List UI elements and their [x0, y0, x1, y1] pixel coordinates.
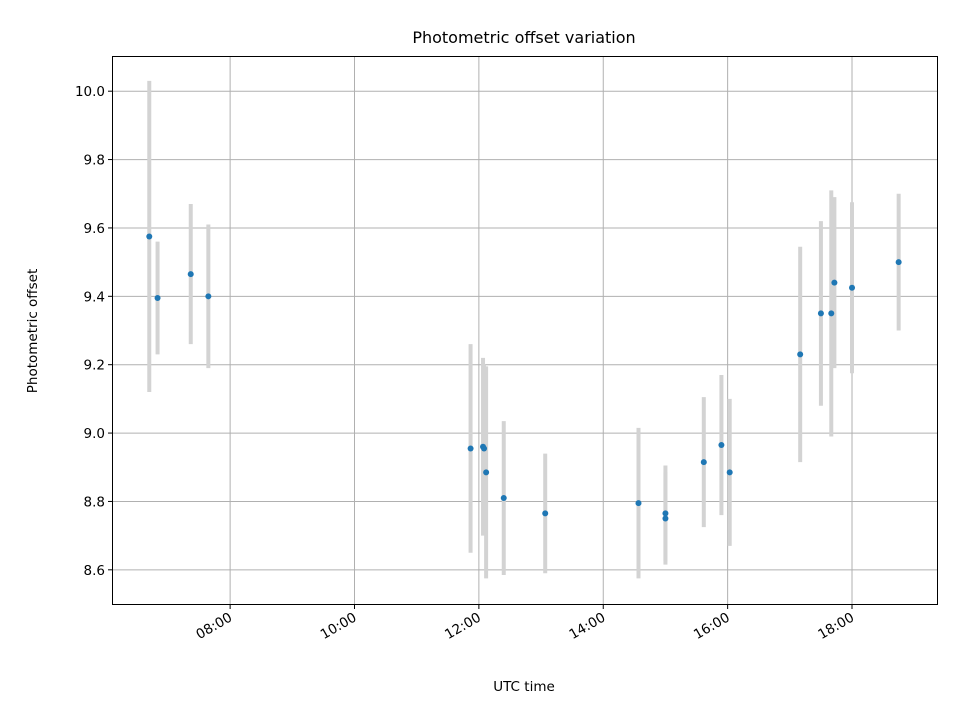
y-tick-label: 9.4 — [84, 289, 105, 305]
y-axis-ticks: 8.6 8.8 9.0 9.2 9.4 9.6 9.8 10.0 — [75, 84, 113, 579]
data-point — [849, 284, 856, 291]
y-axis-label: Photometric offset — [25, 269, 41, 393]
y-tick-label: 9.0 — [84, 426, 105, 442]
y-tick-label: 8.6 — [84, 563, 105, 579]
data-point — [828, 310, 835, 317]
data-point — [542, 510, 549, 517]
plot-frame — [112, 56, 938, 605]
y-tick-label: 9.6 — [84, 221, 105, 237]
x-axis-label: UTC time — [493, 679, 555, 695]
data-points — [146, 233, 902, 522]
data-point — [205, 293, 212, 300]
y-tick-label: 9.8 — [84, 153, 105, 169]
data-point — [895, 259, 902, 266]
data-point — [146, 233, 153, 240]
data-point — [662, 510, 669, 517]
data-point — [467, 445, 474, 452]
data-point — [662, 515, 669, 522]
data-point — [500, 495, 507, 502]
y-tick-label: 10.0 — [75, 84, 105, 100]
data-point — [483, 469, 490, 476]
data-point — [187, 271, 194, 278]
data-point — [718, 442, 725, 449]
chart-title: Photometric offset variation — [412, 28, 635, 47]
data-point — [481, 445, 488, 452]
data-point — [797, 351, 804, 358]
data-point — [700, 459, 707, 466]
y-tick-label: 9.2 — [84, 358, 105, 374]
data-point — [154, 295, 161, 302]
data-point — [726, 469, 733, 476]
data-point — [831, 279, 838, 286]
data-point — [817, 310, 824, 317]
y-tick-label: 8.8 — [84, 494, 105, 510]
data-point — [635, 500, 642, 507]
